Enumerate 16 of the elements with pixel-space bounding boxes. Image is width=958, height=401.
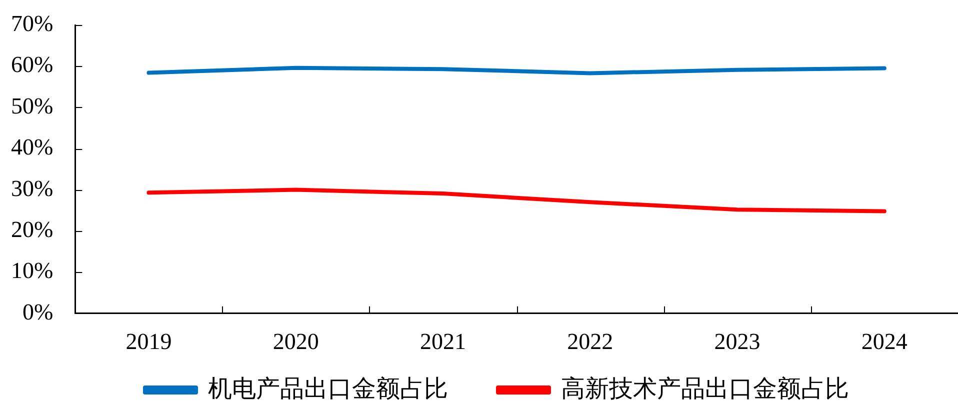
x-tick-label: 2023 [714,329,760,354]
y-tick-label: 10% [10,258,54,284]
x-tick-label: 2022 [567,329,614,354]
y-tick-label: 60% [10,52,54,78]
x-tick-label: 2021 [420,329,466,354]
y-tick-label: 30% [10,176,54,201]
legend-label: 机电产品出口金额占比 [208,375,448,401]
x-tick-label: 2019 [126,329,172,354]
y-tick-label: 70% [10,11,54,36]
y-tick-label: 20% [10,217,54,242]
y-tick-label: 50% [10,93,54,118]
legend-label: 高新技术产品出口金额占比 [561,375,849,401]
y-tick-label: 40% [10,134,54,160]
y-tick-label: 0% [22,299,54,324]
x-tick-label: 2024 [861,329,908,354]
x-tick-label: 2020 [272,329,319,354]
